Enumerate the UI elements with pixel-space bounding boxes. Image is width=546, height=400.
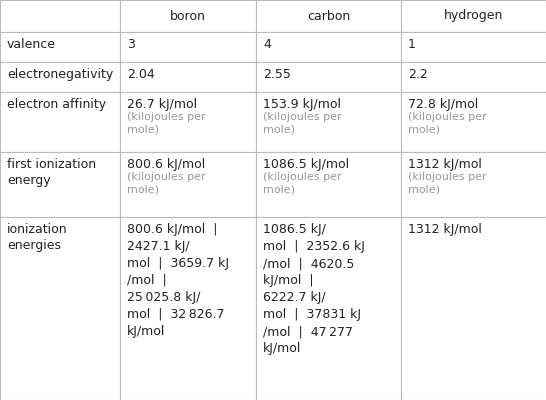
Bar [256, 62, 401, 92]
Bar [120, 62, 256, 92]
Bar [0, 152, 120, 217]
Text: 2.04: 2.04 [127, 68, 155, 81]
Text: 2.2: 2.2 [408, 68, 428, 81]
Text: boron: boron [170, 10, 206, 22]
Bar [256, 217, 401, 400]
Text: 1086.5 kJ/mol: 1086.5 kJ/mol [263, 158, 349, 171]
Bar [120, 0, 256, 32]
Bar [256, 152, 401, 217]
Bar [120, 217, 256, 400]
Bar [0, 32, 120, 62]
Text: 26.7 kJ/mol: 26.7 kJ/mol [127, 98, 197, 111]
Bar [0, 217, 120, 400]
Text: (kilojoules per
mole): (kilojoules per mole) [263, 112, 342, 134]
Text: 2.55: 2.55 [263, 68, 291, 81]
Bar [401, 152, 546, 217]
Text: valence: valence [7, 38, 56, 51]
Bar [120, 92, 256, 152]
Text: 3: 3 [127, 38, 135, 51]
Bar [256, 32, 401, 62]
Text: (kilojoules per
mole): (kilojoules per mole) [127, 172, 206, 194]
Text: (kilojoules per
mole): (kilojoules per mole) [127, 112, 206, 134]
Bar [0, 92, 120, 152]
Bar [0, 62, 120, 92]
Text: 800.6 kJ/mol  |
2427.1 kJ/
mol  |  3659.7 kJ
/mol  |
25 025.8 kJ/
mol  |  32 826: 800.6 kJ/mol | 2427.1 kJ/ mol | 3659.7 k… [127, 223, 229, 338]
Text: 72.8 kJ/mol: 72.8 kJ/mol [408, 98, 478, 111]
Text: (kilojoules per
mole): (kilojoules per mole) [263, 172, 342, 194]
Bar [256, 0, 401, 32]
Text: 1312 kJ/mol: 1312 kJ/mol [408, 158, 482, 171]
Text: 1086.5 kJ/
mol  |  2352.6 kJ
/mol  |  4620.5
kJ/mol  |
6222.7 kJ/
mol  |  37831 : 1086.5 kJ/ mol | 2352.6 kJ /mol | 4620.5… [263, 223, 365, 355]
Bar [120, 32, 256, 62]
Text: 800.6 kJ/mol: 800.6 kJ/mol [127, 158, 205, 171]
Text: (kilojoules per
mole): (kilojoules per mole) [408, 172, 486, 194]
Bar [256, 92, 401, 152]
Text: 1312 kJ/mol: 1312 kJ/mol [408, 223, 482, 236]
Text: 4: 4 [263, 38, 271, 51]
Text: 1: 1 [408, 38, 416, 51]
Bar [401, 62, 546, 92]
Text: first ionization
energy: first ionization energy [7, 158, 96, 187]
Bar [401, 0, 546, 32]
Bar [401, 92, 546, 152]
Text: hydrogen: hydrogen [444, 10, 503, 22]
Text: 153.9 kJ/mol: 153.9 kJ/mol [263, 98, 341, 111]
Bar [120, 152, 256, 217]
Text: ionization
energies: ionization energies [7, 223, 68, 252]
Text: electronegativity: electronegativity [7, 68, 113, 81]
Bar [401, 32, 546, 62]
Text: carbon: carbon [307, 10, 350, 22]
Text: (kilojoules per
mole): (kilojoules per mole) [408, 112, 486, 134]
Text: electron affinity: electron affinity [7, 98, 106, 111]
Bar [0, 0, 120, 32]
Bar [401, 217, 546, 400]
